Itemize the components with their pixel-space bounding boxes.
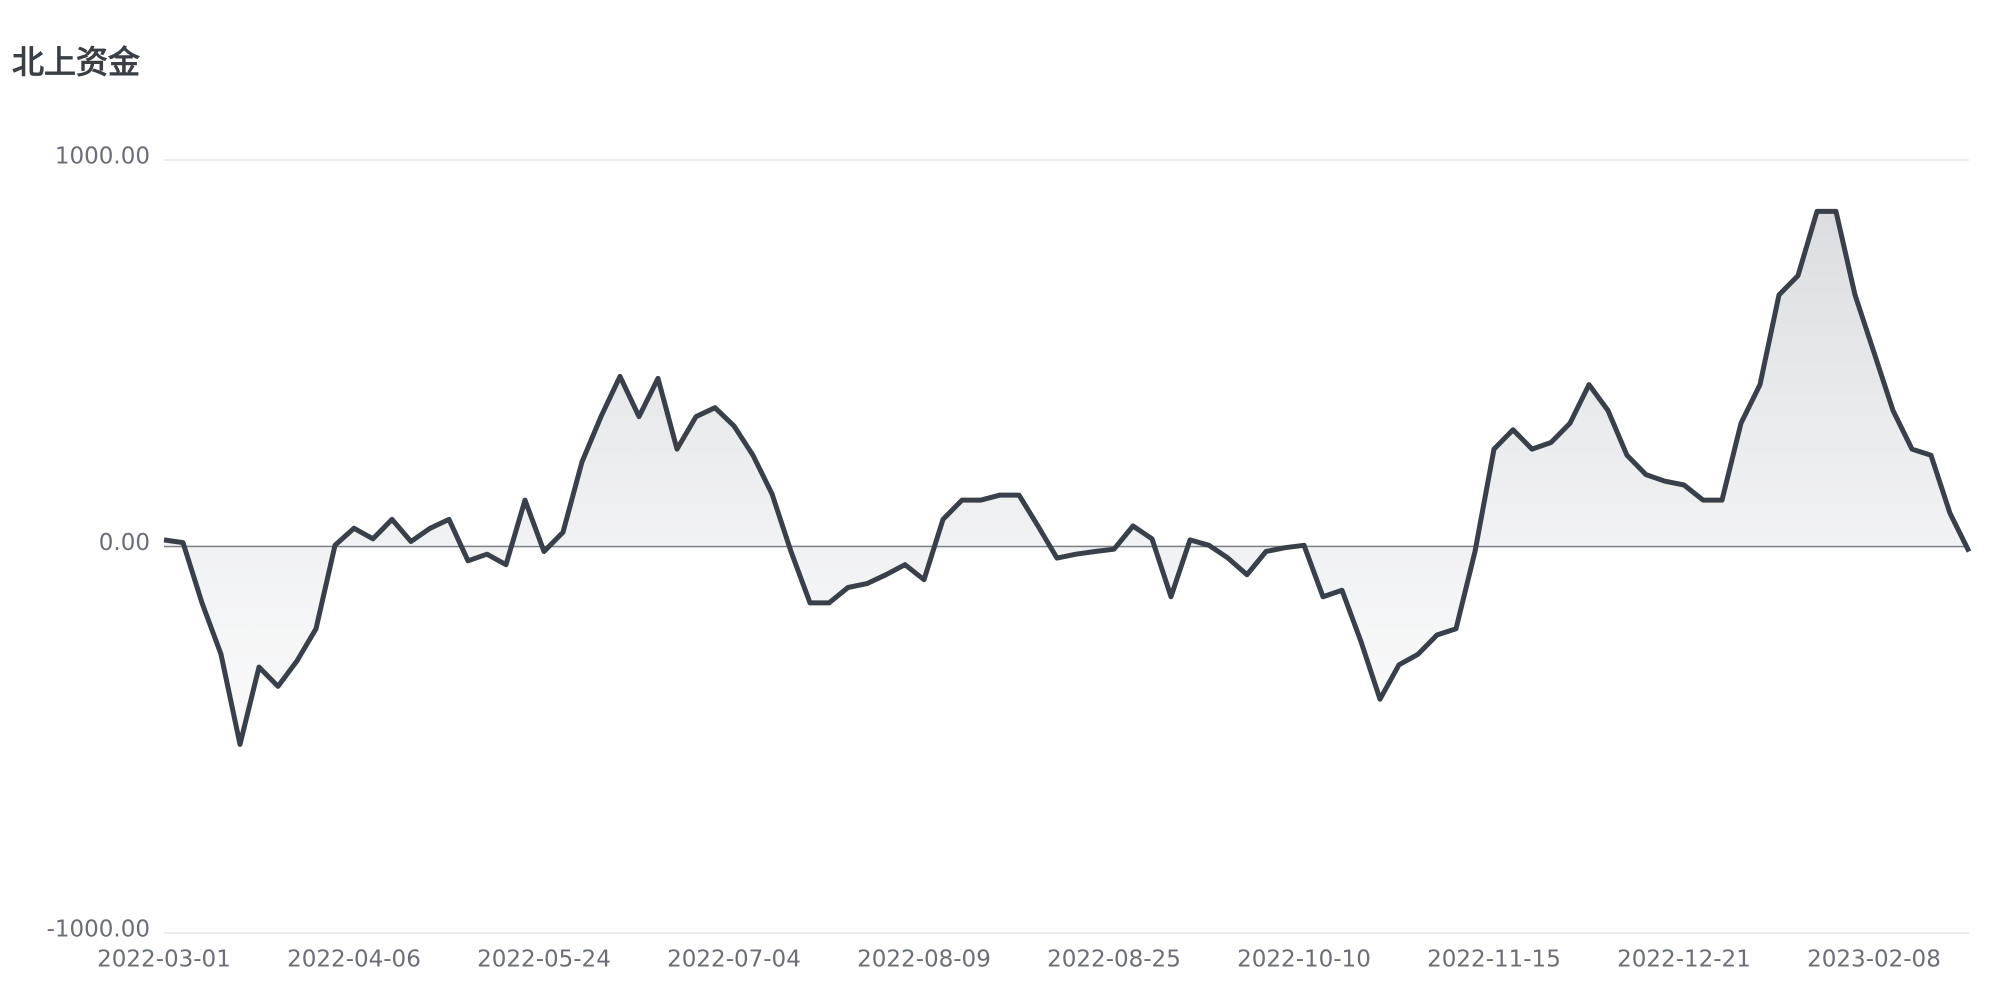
x-tick-label: 2022-08-25: [1047, 947, 1181, 973]
y-tick-label: 0.00: [99, 530, 150, 556]
x-tick-label: 2022-12-21: [1617, 947, 1751, 973]
chart-title: 北上资金: [12, 43, 141, 81]
x-tick-label: 2022-08-09: [857, 947, 991, 973]
x-tick-label: 2022-07-04: [667, 947, 801, 973]
x-tick-label: 2022-10-10: [1237, 947, 1371, 973]
y-tick-label: -1000.00: [47, 917, 150, 943]
area-fill: [164, 211, 1969, 745]
x-tick-label: 2022-05-24: [477, 947, 611, 973]
x-tick-label: 2022-03-01: [97, 947, 231, 973]
y-tick-label: 1000.00: [55, 144, 150, 170]
line: [163, 208, 1972, 747]
x-tick-label: 2022-11-15: [1427, 947, 1561, 973]
x-tick-label: 2023-02-08: [1807, 947, 1941, 973]
x-tick-label: 2022-04-06: [287, 947, 421, 973]
